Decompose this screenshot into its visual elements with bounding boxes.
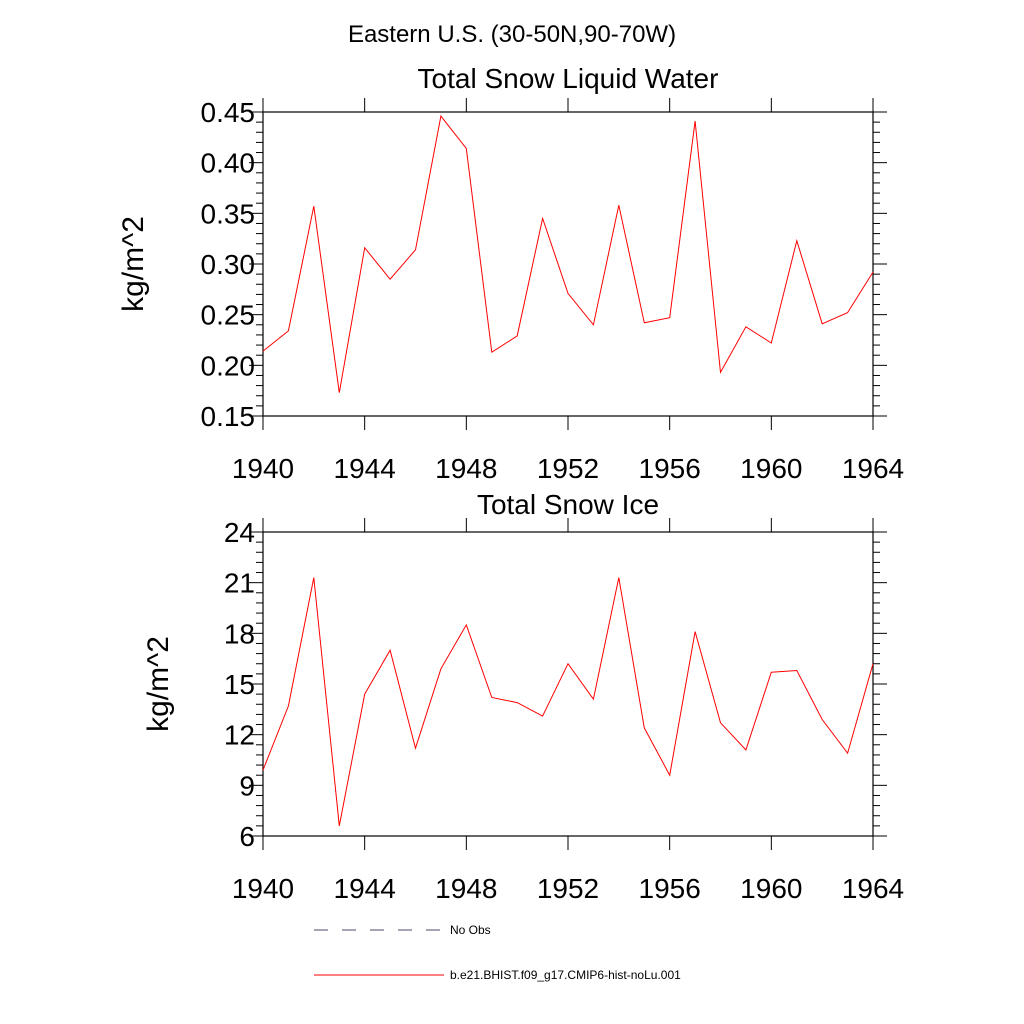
y-tick-label: 0.30 <box>201 249 256 280</box>
x-tick-label: 1952 <box>537 453 599 484</box>
x-tick-label: 1964 <box>842 873 904 904</box>
legend-label-model: b.e21.BHIST.f09_g17.CMIP6-hist-noLu.001 <box>450 968 681 982</box>
y-tick-label: 0.15 <box>201 401 256 432</box>
x-tick-label: 1940 <box>232 453 294 484</box>
y-axis-label: kg/m^2 <box>142 636 175 732</box>
panel-snow-ice: Total Snow Ice 1940 1944 1948 1952 1956 1960 19… <box>142 489 904 904</box>
series-line <box>262 577 874 826</box>
x-tick-label: 1956 <box>639 873 701 904</box>
x-tick-label: 1948 <box>435 453 497 484</box>
y-tick-label: 15 <box>224 669 255 700</box>
legend-label-no-obs: No Obs <box>450 923 491 937</box>
x-tick-label: 1960 <box>740 873 802 904</box>
panel-snow-liquid-water: Total Snow Liquid Water 1940 1944 1948 1952 1… <box>117 63 904 484</box>
y-tick-label: 0.35 <box>201 198 256 229</box>
x-tick-label: 1964 <box>842 453 904 484</box>
y-tick-label: 0.45 <box>201 97 256 128</box>
x-tick-label: 1940 <box>232 873 294 904</box>
legend: No Obs b.e21.BHIST.f09_g17.CMIP6-hist-no… <box>314 923 681 982</box>
y-tick-label: 18 <box>224 618 255 649</box>
x-tick-label: 1944 <box>334 453 396 484</box>
series-line <box>262 114 874 393</box>
figure-title: Eastern U.S. (30-50N,90-70W) <box>348 21 676 48</box>
y-tick-label: 21 <box>224 568 255 599</box>
y-tick-label: 24 <box>224 517 255 548</box>
chart-title: Total Snow Liquid Water <box>418 63 719 94</box>
chart-title: Total Snow Ice <box>477 489 659 520</box>
x-tick-label: 1948 <box>435 873 497 904</box>
x-tick-label: 1960 <box>740 453 802 484</box>
y-tick-label: 0.40 <box>201 148 256 179</box>
y-tick-label: 0.25 <box>201 300 256 331</box>
y-tick-label: 12 <box>224 720 255 751</box>
plot-frame <box>262 531 874 837</box>
plot-frame <box>262 111 874 417</box>
y-tick-label: 6 <box>239 821 255 852</box>
x-tick-label: 1952 <box>537 873 599 904</box>
x-tick-label: 1944 <box>334 873 396 904</box>
x-tick-label: 1956 <box>639 453 701 484</box>
y-axis-label: kg/m^2 <box>117 216 150 312</box>
y-tick-label: 9 <box>239 770 255 801</box>
y-tick-label: 0.20 <box>201 350 256 381</box>
